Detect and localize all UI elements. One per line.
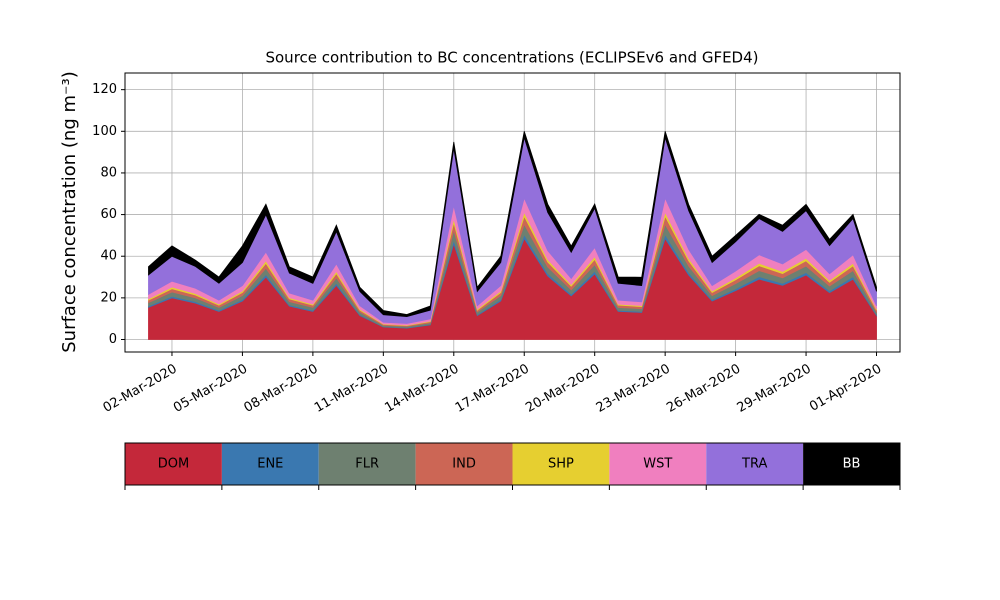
y-tick-label: 80	[100, 165, 117, 180]
legend-swatch	[803, 443, 900, 485]
legend-label: SHP	[548, 457, 574, 472]
legend-label: TRA	[741, 457, 767, 472]
area	[148, 131, 877, 318]
y-tick-label: 60	[100, 207, 117, 222]
legend-frame	[124, 442, 901, 486]
legend-label: WST	[643, 457, 672, 472]
legend-label: FLR	[355, 457, 379, 472]
plot-frame	[124, 72, 901, 353]
y-tick-label: 100	[92, 124, 117, 139]
legend-swatch	[125, 443, 222, 485]
y-axis-label: Surface concentration (ng m⁻³)	[59, 71, 80, 353]
legend-label: DOM	[158, 457, 189, 472]
legend-swatch	[609, 443, 707, 485]
legend-label: IND	[452, 457, 476, 472]
y-tick-label: 0	[109, 332, 117, 347]
legend-swatch	[318, 443, 416, 485]
legend-swatch	[706, 443, 804, 485]
legend-swatch	[221, 443, 319, 485]
y-tick-label: 40	[100, 249, 117, 264]
legend-label: BB	[843, 457, 861, 472]
legend-swatch	[415, 443, 513, 485]
y-tick-label: 120	[92, 82, 117, 97]
y-tick-label: 20	[100, 290, 117, 305]
legend-swatch	[512, 443, 610, 485]
legend-label: ENE	[257, 457, 283, 472]
chart-title: Source contribution to BC concentrations…	[265, 49, 758, 67]
